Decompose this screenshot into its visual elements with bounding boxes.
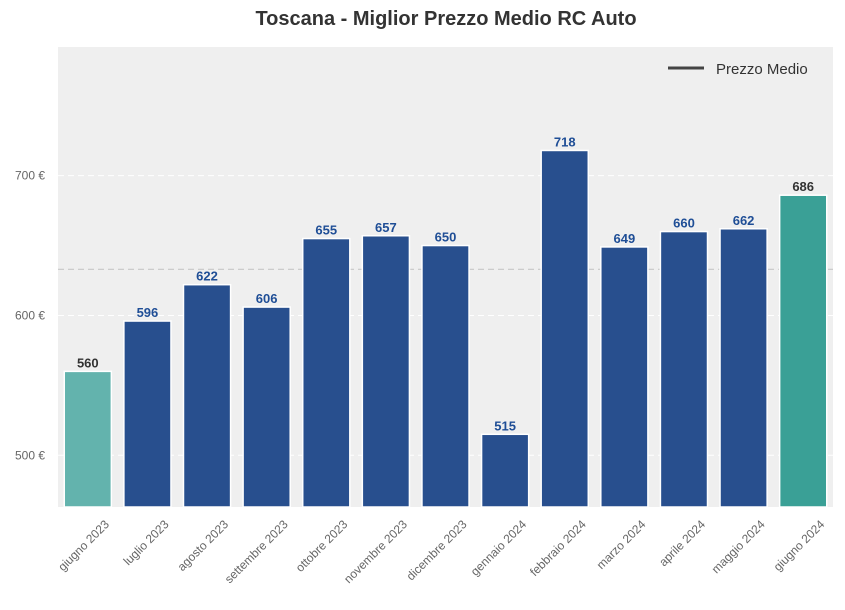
bar-value-label: 686 (792, 179, 814, 194)
x-tick-label: ottobre 2023 (293, 517, 351, 575)
bar (778, 194, 828, 508)
bar (659, 230, 709, 508)
bar-value-label: 657 (375, 220, 397, 235)
x-tick-label: maggio 2024 (709, 517, 768, 576)
x-tick-label: agosto 2023 (175, 517, 232, 574)
bars (63, 149, 828, 508)
y-tick-label: 700 € (15, 169, 45, 183)
x-tick-label: luglio 2023 (121, 517, 172, 568)
x-tick-label: novembre 2023 (341, 517, 410, 586)
bar-value-label: 596 (137, 305, 159, 320)
y-axis-ticks: 500 € 600 € 700 € (15, 169, 45, 463)
bar (600, 246, 649, 508)
bar (719, 228, 768, 508)
bar-value-label: 515 (494, 418, 516, 433)
bar-value-label: 655 (315, 223, 337, 238)
legend: Prezzo Medio (668, 61, 808, 78)
bar-value-label: 718 (554, 134, 576, 149)
y-tick-label: 600 € (15, 308, 45, 322)
bar (361, 235, 411, 508)
bar-value-label: 662 (733, 213, 755, 228)
bar-value-label: 660 (673, 216, 695, 231)
legend-label: Prezzo Medio (716, 61, 808, 78)
x-tick-label: marzo 2024 (594, 517, 649, 572)
bar (242, 306, 291, 508)
bar (182, 283, 232, 508)
bar-value-label: 560 (77, 355, 99, 370)
bar (540, 149, 590, 508)
bar-value-label: 650 (435, 230, 457, 245)
x-tick-label: giugno 2024 (771, 517, 828, 574)
bar (480, 433, 530, 508)
y-tick-label: 500 € (15, 448, 45, 462)
x-tick-label: settembre 2023 (222, 517, 291, 586)
bar (123, 320, 172, 508)
chart-title: Toscana - Miglior Prezzo Medio RC Auto (255, 8, 636, 30)
x-axis-ticks: giugno 2023 luglio 2023 agosto 2023settemb… (55, 517, 827, 586)
bar-value-label: 622 (196, 269, 218, 284)
x-tick-label: giugno 2023 (55, 517, 112, 574)
x-tick-label: aprile 2024 (656, 517, 708, 569)
bar (421, 244, 470, 508)
bar (63, 370, 113, 508)
bar-value-label: 649 (613, 231, 635, 246)
x-tick-label: gennaio 2024 (468, 517, 530, 579)
x-tick-label: dicembre 2023 (404, 517, 470, 583)
bar (301, 237, 351, 508)
bar-value-label: 606 (256, 291, 278, 306)
x-tick-label: febbraio 2024 (527, 517, 589, 579)
bar-value-labels: 560 596 622 606 655 657 650 515 718 649 660 662 686 (77, 134, 814, 433)
